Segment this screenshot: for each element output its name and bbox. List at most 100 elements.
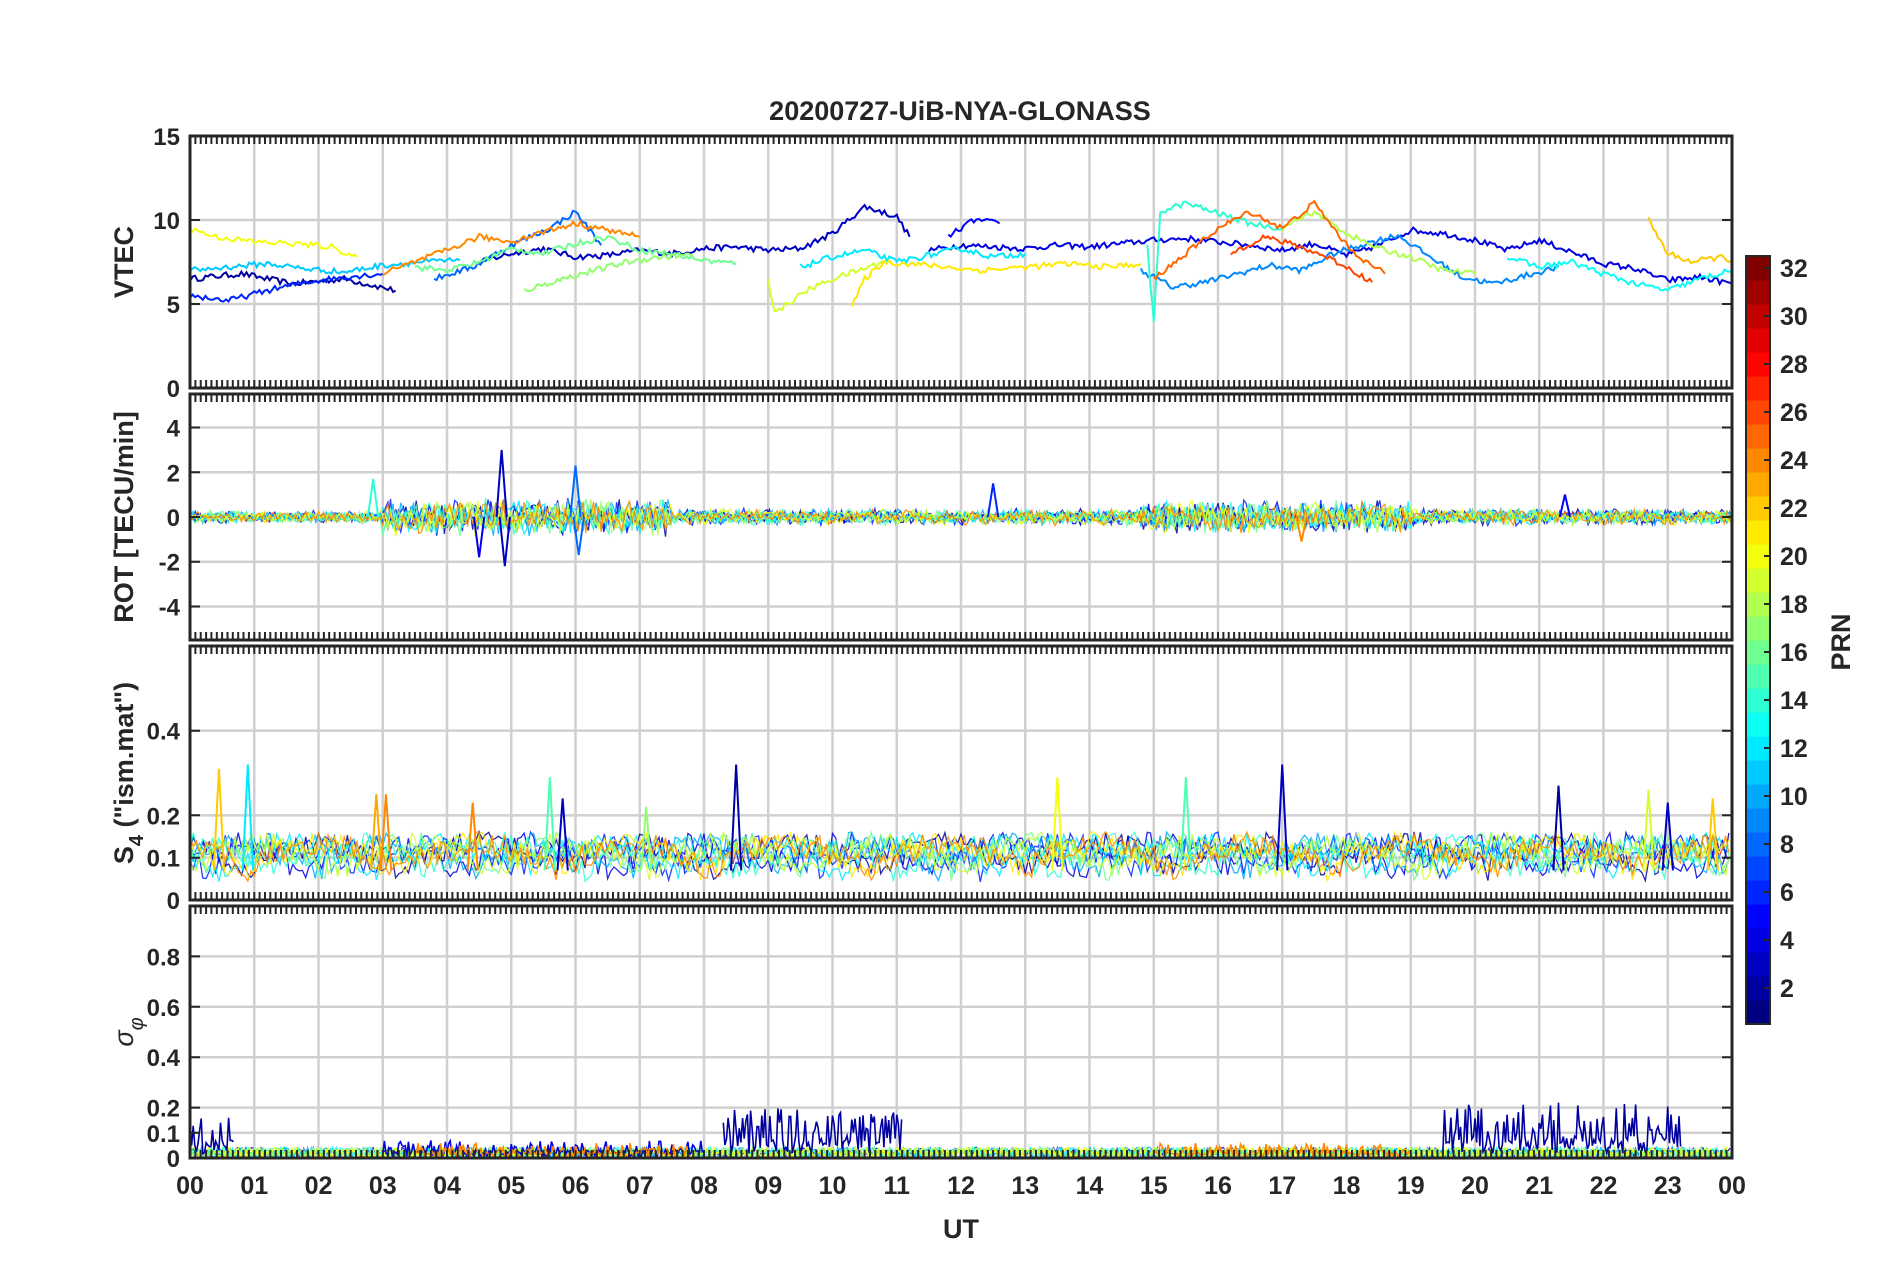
x-tick-label: 11 [884,1172,911,1200]
x-tick-label: 08 [690,1172,718,1200]
colorbar-swatch-prn-19 [1746,568,1770,593]
spike-prn-2 [729,764,743,871]
y-axis-label-sub: 4 [126,834,148,846]
x-tick-label: 09 [754,1172,782,1200]
y-axis-label: ROT [TECU/min] [109,411,139,622]
rot-line-prn-24 [190,498,1732,535]
y-axis-label-sub: φ [126,1017,148,1030]
colorbar-tick-label: 14 [1780,687,1808,715]
x-tick-label: 13 [1011,1172,1039,1200]
panel-frame [188,134,1734,390]
x-tick-label: 03 [369,1172,397,1200]
y-axis-label-main: σ [109,1029,139,1047]
colorbar-swatch-prn-1 [1746,1000,1770,1025]
y-axis-label: VTEC [109,226,139,298]
y-tick-label: 0.2 [147,803,180,830]
vtec-line-prn-21 [850,258,1142,307]
x-tick-label: 06 [562,1172,590,1200]
colorbar-swatch-prn-7 [1746,856,1770,881]
spike-prn-3 [495,449,508,518]
spike-prn-20 [1051,777,1064,871]
vtec-line-prn-17 [523,252,692,293]
colorbar-swatch-prn-21 [1746,520,1770,545]
sigma-burst-prn-2 [722,1108,903,1154]
spike-prn-3 [498,516,511,567]
x-tick-label: 00 [1718,1172,1746,1200]
spike-prn-15 [1179,777,1193,871]
sigma-burst-prn-2 [190,1117,234,1156]
y-axis-label-main: S [109,846,139,864]
vtec-line-prn-16 [414,235,737,275]
colorbar-swatch-prn-27 [1746,376,1770,401]
x-tick-label: 23 [1654,1172,1682,1200]
colorbar-label: PRN [1826,613,1856,670]
vtec-line-prn-12 [799,245,1027,269]
spike-prn-2 [1552,785,1565,871]
y-tick-label: 15 [153,124,180,151]
sigma-burst-prn-24 [414,1141,690,1158]
colorbar-tick-label: 4 [1780,927,1794,955]
colorbar-swatch-prn-9 [1746,808,1770,833]
spike-prn-3 [556,798,569,871]
x-tick-label: 16 [1204,1172,1232,1200]
vtec-line-prn-25 [1153,199,1386,281]
spike-prn-24 [1295,516,1308,542]
spike-prn-3 [1661,802,1674,871]
s4-line-prn-21 [190,830,1730,883]
y-axis-label-rest: ("ism.mat") [109,682,139,835]
vtec-line-prn-13 [1506,257,1732,292]
x-tick-label: 15 [1140,1172,1168,1200]
y-tick-label: 0.4 [147,719,181,746]
s4-line-prn-24 [190,830,1730,883]
y-tick-label: -2 [159,550,180,577]
spike-prn-6 [986,483,1000,518]
spike-prn-22 [212,768,226,871]
colorbar-tick-label: 32 [1780,255,1808,283]
vtec-line-prn-6 [190,272,384,303]
y-ticks [190,426,1732,608]
chart-title: 20200727-UiB-NYA-GLONASS [769,96,1151,126]
spike-prn-12 [241,764,254,871]
colorbar-swatch-prn-3 [1746,952,1770,977]
x-tick-label: 12 [947,1172,975,1200]
spike-prn-22 [1706,798,1719,871]
x-tick-label: 00 [176,1172,204,1200]
colorbar-swatch-prn-11 [1746,760,1770,785]
x-tick-label: 01 [240,1172,268,1200]
colorbar-tick-label: 6 [1780,879,1794,907]
y-tick-label: 0 [167,1146,180,1173]
colorbar-swatch-prn-23 [1746,472,1770,497]
spike-prn-8 [572,516,585,556]
panel-frame [188,392,1734,642]
y-tick-label: -4 [159,594,181,621]
y-tick-label: 2 [167,460,180,487]
series-group [190,764,1730,884]
x-tick-label: 22 [1590,1172,1618,1200]
colorbar-tick-label: 8 [1780,831,1794,859]
sigma-burst-prn-2 [1442,1102,1682,1157]
y-tick-label: 10 [153,208,180,235]
colorbar-tick-label: 2 [1780,975,1794,1003]
x-tick-label: 05 [497,1172,525,1200]
x-tick-label: 10 [819,1172,847,1200]
spike-prn-3 [1276,764,1289,871]
colorbar-tick-label: 16 [1780,639,1808,667]
spike-prn-23 [370,794,383,871]
spike-prn-24 [466,802,479,871]
spike-prn-8 [569,465,582,518]
vtec-line-prn-26 [1230,233,1373,283]
y-tick-label: 5 [167,292,180,319]
panel-frame [188,644,1734,902]
y-tick-label: 0.4 [147,1045,181,1072]
colorbar-swatch-prn-15 [1746,664,1770,689]
series-group [190,449,1732,567]
rot-line-prn-20 [190,499,1732,537]
vtec-line-prn-18 [1281,209,1476,275]
y-tick-label: 0.6 [147,995,180,1022]
y-tick-label: 0 [167,888,180,915]
panel-rot: -4 -2 0 2 4 ROT [TECU/min] [109,392,1734,642]
vtec-line-prn-4 [928,226,1732,287]
